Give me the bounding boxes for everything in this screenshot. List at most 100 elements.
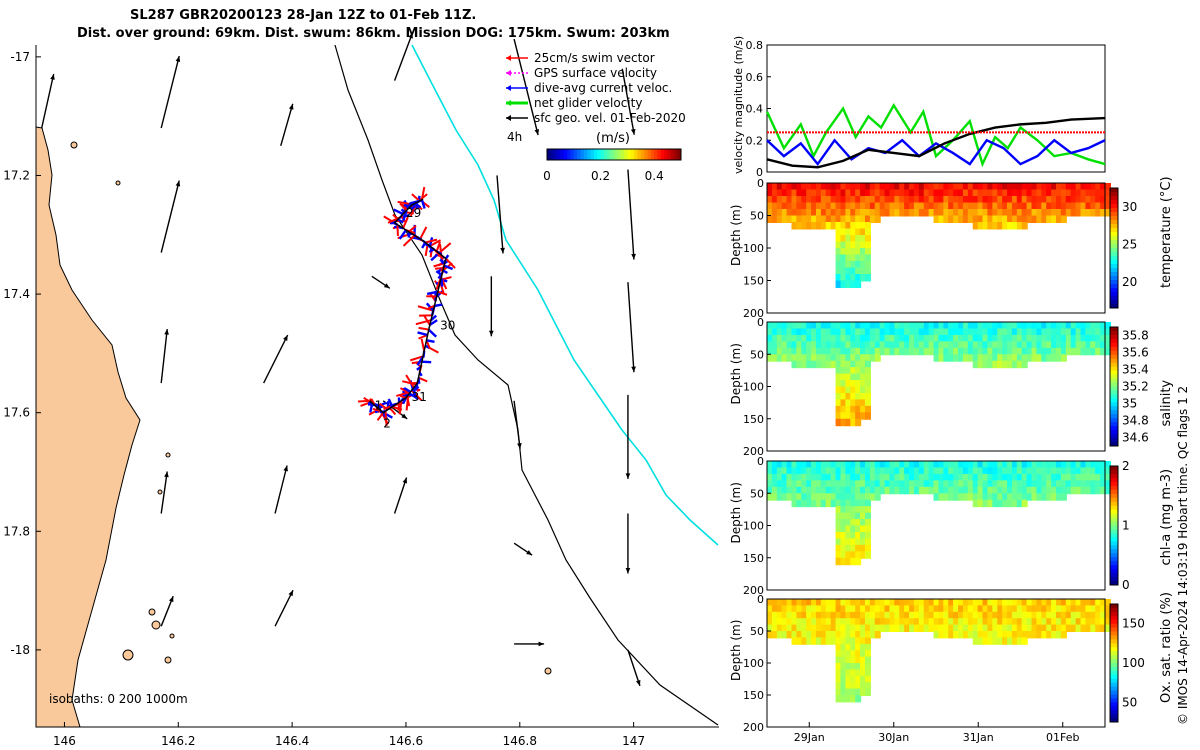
section-data-cell xyxy=(879,605,886,613)
section-data-cell xyxy=(1016,360,1023,369)
section-data-cell xyxy=(840,412,847,420)
section-data-cell xyxy=(1011,328,1018,336)
section-colorbar-frame xyxy=(1109,326,1119,447)
section-data-cell xyxy=(962,624,969,632)
section-data-cell xyxy=(899,467,906,475)
geo-velocity-arrowhead xyxy=(288,590,294,597)
section-data-cell xyxy=(864,611,871,620)
section-data-cell xyxy=(1016,493,1023,501)
section-data-cell xyxy=(894,599,901,607)
section-data-cell xyxy=(962,605,969,613)
section-data-cell xyxy=(1002,461,1009,469)
section-data-cell xyxy=(962,196,969,204)
section-data-cell xyxy=(1090,461,1097,469)
section-data-cell xyxy=(1021,202,1028,210)
section-data-cell xyxy=(855,215,862,223)
section-data-cell xyxy=(913,322,920,330)
colorbar-segment xyxy=(610,149,615,160)
section-data-cell xyxy=(860,538,867,546)
section-data-cell xyxy=(1105,202,1111,210)
section-data-cell xyxy=(820,637,827,645)
section-data-cell xyxy=(864,650,871,658)
section-data-cell xyxy=(982,215,989,223)
section-data-cell xyxy=(1002,499,1009,508)
section-data-cell xyxy=(953,189,960,197)
section-data-cell xyxy=(943,461,950,469)
section-data-cell xyxy=(815,637,822,645)
section-data-cell xyxy=(820,631,827,639)
section-data-cell xyxy=(855,222,862,230)
section-data-cell xyxy=(840,183,847,191)
section-data-cell xyxy=(1051,467,1058,475)
section-data-cell xyxy=(874,624,881,632)
section-data-cell xyxy=(815,215,822,223)
section-data-cell xyxy=(1060,624,1067,632)
section-data-cell xyxy=(933,209,940,217)
section-data-cell xyxy=(953,202,960,210)
geo-velocity-arrow xyxy=(627,282,635,373)
section-colorbar-segment xyxy=(1110,224,1118,229)
section-data-cell xyxy=(771,605,778,613)
section-data-cell xyxy=(938,334,945,343)
section-data-cell xyxy=(1002,467,1009,475)
section-data-cell xyxy=(1105,189,1111,197)
section-data-cell xyxy=(835,328,842,336)
section-data-cell xyxy=(1065,486,1072,495)
section-y-label: Depth (m) xyxy=(730,482,743,543)
section-data-cell xyxy=(958,631,965,639)
section-data-cell xyxy=(1090,196,1097,204)
section-data-cell xyxy=(913,480,920,488)
section-data-cell xyxy=(899,341,906,349)
section-data-cell xyxy=(1026,202,1033,210)
section-colorbar-segment xyxy=(1110,382,1118,387)
section-data-cell xyxy=(1075,473,1082,482)
section-data-cell xyxy=(835,280,842,288)
section-data-cell xyxy=(909,618,916,626)
section-data-cell xyxy=(850,480,857,488)
section-data-cell xyxy=(997,467,1004,475)
section-data-cell xyxy=(1085,599,1092,607)
section-data-cell xyxy=(874,473,881,482)
section-data-cell xyxy=(997,631,1004,639)
section-data-cell xyxy=(1090,480,1097,488)
section-data-cell xyxy=(1041,341,1048,349)
section-colorbar-segment xyxy=(1110,188,1118,193)
colorbar-segment xyxy=(627,149,632,160)
section-data-cell xyxy=(855,486,862,495)
section-colorbar-frame xyxy=(1109,603,1119,723)
section-data-cell xyxy=(1085,341,1092,349)
section-data-cell xyxy=(1085,202,1092,210)
section-data-cell xyxy=(825,360,832,369)
section-colorbar-tick-label: 100 xyxy=(1122,656,1145,670)
section-data-cell xyxy=(928,189,935,197)
section-data-cell xyxy=(894,334,901,343)
section-data-cell xyxy=(845,322,852,330)
section-data-cell xyxy=(835,519,842,527)
section-data-cell xyxy=(1051,347,1058,356)
section-data-cell xyxy=(918,461,925,469)
colorbar-segment xyxy=(677,149,682,160)
section-data-cell xyxy=(767,341,773,349)
section-data-cell xyxy=(997,486,1004,495)
section-data-cell xyxy=(825,334,832,343)
section-data-cell xyxy=(958,183,965,191)
section-data-cell xyxy=(850,248,857,256)
section-data-cell xyxy=(938,486,945,495)
section-data-cell xyxy=(855,519,862,527)
section-data-cell xyxy=(820,328,827,336)
section-colorbar-segment xyxy=(1110,686,1118,692)
colorbar-segment xyxy=(580,149,585,160)
section-colorbar-segment xyxy=(1110,557,1118,562)
section-data-cell xyxy=(923,189,930,197)
section-data-cell xyxy=(1090,486,1097,495)
section-data-cell xyxy=(855,235,862,243)
section-data-cell xyxy=(894,605,901,613)
section-data-cell xyxy=(845,525,852,533)
section-data-cell xyxy=(1021,605,1028,613)
section-data-cell xyxy=(933,599,940,607)
section-data-cell xyxy=(850,656,857,664)
section-data-cell xyxy=(850,354,857,362)
section-data-cell xyxy=(830,611,837,620)
section-data-cell xyxy=(1021,328,1028,336)
section-data-cell xyxy=(1105,328,1111,336)
